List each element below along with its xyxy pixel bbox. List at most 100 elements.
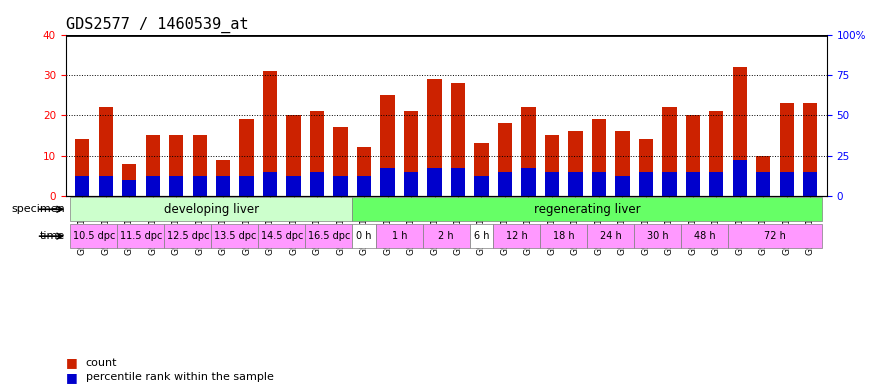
Bar (286, 176, 301, 196)
Text: 16.5 dpc: 16.5 dpc (308, 231, 350, 241)
Bar (498, 123, 512, 196)
Text: 72 h: 72 h (764, 231, 786, 241)
Bar (145, 176, 159, 196)
Bar (192, 176, 206, 196)
Text: 48 h: 48 h (694, 231, 716, 241)
Bar (592, 172, 606, 196)
Bar (240, 119, 254, 196)
Text: ■: ■ (66, 371, 77, 384)
Bar (122, 180, 136, 196)
Text: ■: ■ (66, 356, 77, 369)
Bar (780, 103, 794, 196)
Bar (545, 172, 559, 196)
FancyBboxPatch shape (375, 224, 423, 248)
Bar (474, 144, 488, 196)
FancyBboxPatch shape (70, 224, 117, 248)
Bar (381, 168, 395, 196)
Text: 12.5 dpc: 12.5 dpc (166, 231, 209, 241)
FancyBboxPatch shape (493, 224, 540, 248)
Text: 12 h: 12 h (506, 231, 528, 241)
Bar (428, 168, 442, 196)
Bar (357, 176, 371, 196)
Text: count: count (86, 358, 117, 368)
Bar (404, 172, 418, 196)
Bar (780, 172, 794, 196)
FancyBboxPatch shape (305, 224, 353, 248)
FancyBboxPatch shape (423, 224, 470, 248)
Bar (75, 139, 89, 196)
Bar (310, 172, 324, 196)
Text: 6 h: 6 h (473, 231, 489, 241)
Text: 18 h: 18 h (553, 231, 575, 241)
Text: 0 h: 0 h (356, 231, 372, 241)
Bar (99, 107, 113, 196)
Bar (686, 115, 700, 196)
Text: developing liver: developing liver (164, 203, 259, 216)
Bar (286, 115, 301, 196)
Bar (169, 176, 183, 196)
Bar (662, 107, 676, 196)
Bar (428, 79, 442, 196)
FancyBboxPatch shape (211, 224, 258, 248)
Text: 14.5 dpc: 14.5 dpc (261, 231, 303, 241)
Text: 30 h: 30 h (647, 231, 668, 241)
FancyBboxPatch shape (634, 224, 682, 248)
Bar (216, 160, 230, 196)
Bar (451, 83, 465, 196)
Text: 2 h: 2 h (438, 231, 454, 241)
Bar (733, 160, 747, 196)
FancyBboxPatch shape (470, 224, 494, 248)
Text: regenerating liver: regenerating liver (534, 203, 640, 216)
Bar (733, 67, 747, 196)
Text: 11.5 dpc: 11.5 dpc (120, 231, 162, 241)
Bar (263, 71, 277, 196)
Bar (615, 176, 629, 196)
Bar (263, 172, 277, 196)
FancyBboxPatch shape (164, 224, 211, 248)
Bar (756, 172, 771, 196)
Bar (122, 164, 136, 196)
Bar (240, 176, 254, 196)
Text: time: time (39, 231, 65, 241)
Bar (592, 119, 606, 196)
Bar (310, 111, 324, 196)
FancyBboxPatch shape (353, 197, 822, 221)
Bar (474, 176, 488, 196)
FancyBboxPatch shape (70, 197, 353, 221)
Bar (522, 168, 536, 196)
Bar (662, 172, 676, 196)
FancyBboxPatch shape (117, 224, 164, 248)
Bar (639, 172, 653, 196)
Bar (451, 168, 465, 196)
Bar (710, 111, 724, 196)
Bar (569, 131, 583, 196)
Bar (404, 111, 418, 196)
FancyBboxPatch shape (353, 224, 375, 248)
Bar (216, 176, 230, 196)
Bar (192, 136, 206, 196)
FancyBboxPatch shape (258, 224, 305, 248)
Bar (169, 136, 183, 196)
Bar (545, 136, 559, 196)
Bar (710, 172, 724, 196)
Bar (615, 131, 629, 196)
Bar (639, 139, 653, 196)
Text: 13.5 dpc: 13.5 dpc (214, 231, 256, 241)
Bar (756, 156, 771, 196)
Text: percentile rank within the sample: percentile rank within the sample (86, 372, 274, 382)
FancyBboxPatch shape (587, 224, 634, 248)
Bar (686, 172, 700, 196)
Bar (381, 95, 395, 196)
Bar (498, 172, 512, 196)
Text: 1 h: 1 h (391, 231, 407, 241)
Bar (75, 176, 89, 196)
Bar (333, 127, 347, 196)
Bar (569, 172, 583, 196)
Bar (333, 176, 347, 196)
Text: GDS2577 / 1460539_at: GDS2577 / 1460539_at (66, 17, 248, 33)
Bar (145, 136, 159, 196)
Bar (803, 172, 817, 196)
Text: 24 h: 24 h (600, 231, 621, 241)
FancyBboxPatch shape (540, 224, 587, 248)
FancyBboxPatch shape (728, 224, 822, 248)
